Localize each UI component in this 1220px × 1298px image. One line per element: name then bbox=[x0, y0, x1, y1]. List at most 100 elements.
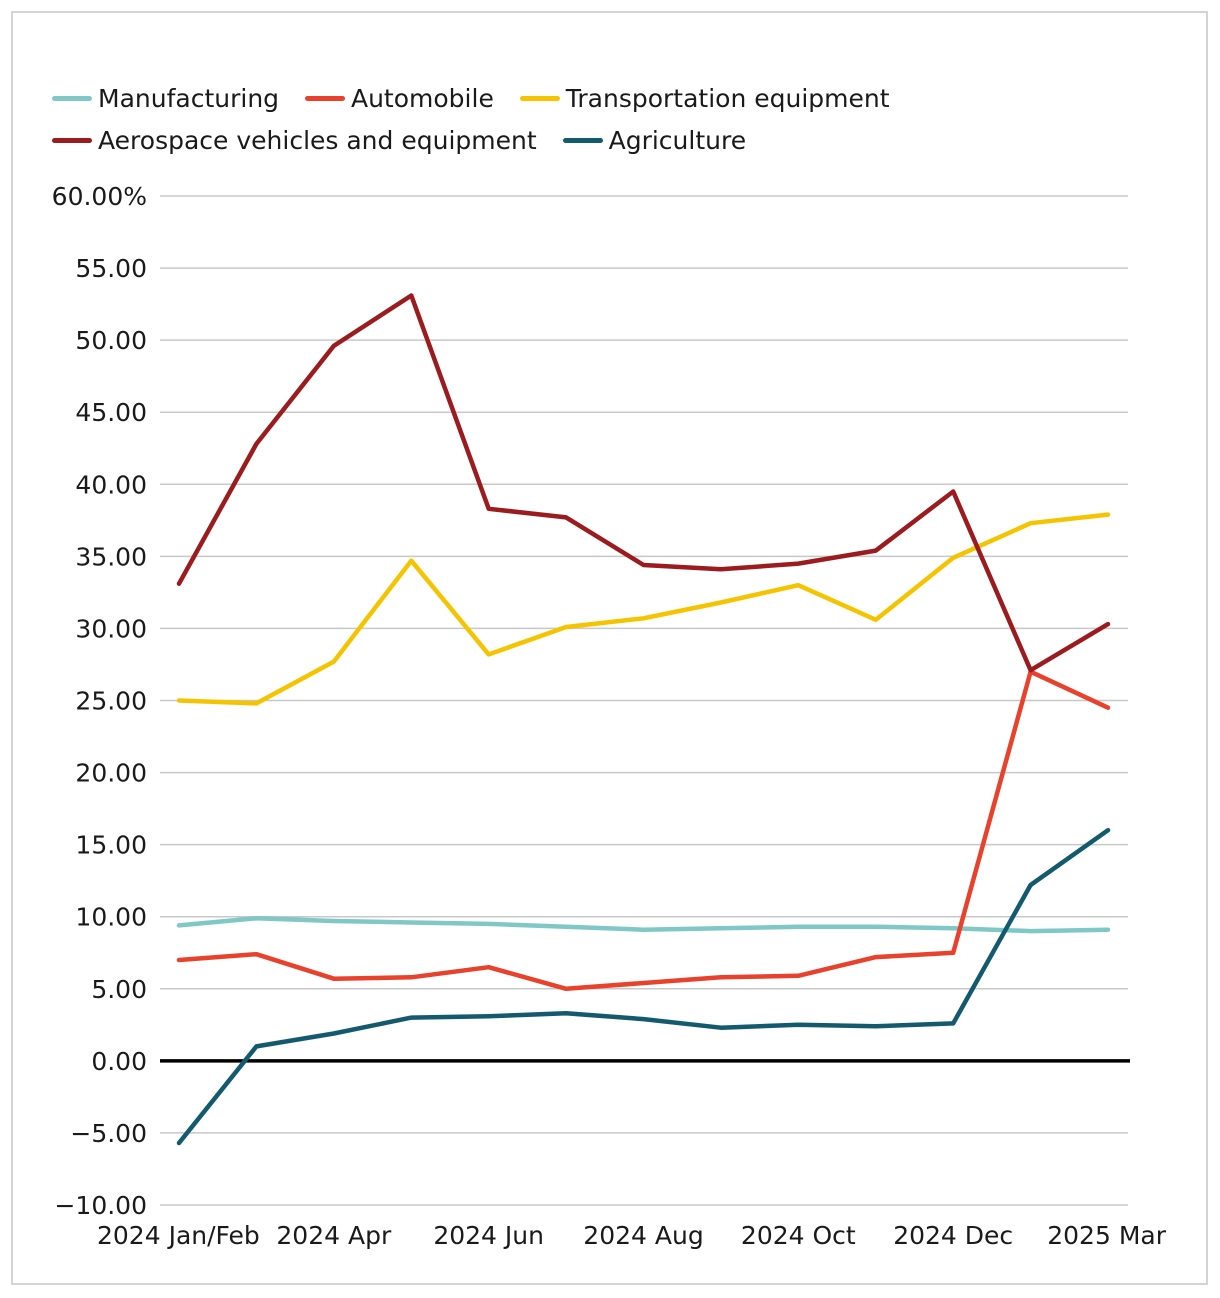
legend-swatch bbox=[304, 95, 345, 101]
data-point-agriculture bbox=[874, 1024, 878, 1028]
data-point-automobile bbox=[409, 975, 413, 979]
y-tick-label: 25.00 bbox=[75, 687, 147, 716]
data-point-aerospace-vehicles-and-equipment bbox=[409, 293, 413, 297]
data-point-agriculture bbox=[254, 1044, 258, 1048]
data-point-aerospace-vehicles-and-equipment bbox=[642, 563, 645, 567]
data-point-agriculture bbox=[1029, 883, 1033, 887]
data-point-automobile bbox=[719, 975, 723, 979]
legend-swatch bbox=[562, 137, 603, 143]
x-tick-label: 2024 Apr bbox=[276, 1221, 392, 1250]
data-point-agriculture bbox=[1106, 828, 1110, 832]
data-point-aerospace-vehicles-and-equipment bbox=[1029, 668, 1033, 672]
x-tick-label: 2024 Jun bbox=[433, 1221, 544, 1250]
y-tick-label: 30.00 bbox=[75, 614, 147, 643]
data-point-automobile bbox=[951, 951, 955, 955]
data-point-agriculture bbox=[332, 1031, 336, 1035]
data-point-manufacturing bbox=[332, 919, 336, 923]
data-point-aerospace-vehicles-and-equipment bbox=[487, 507, 491, 511]
data-point-transportation-equipment bbox=[409, 559, 413, 563]
y-tick-label: 20.00 bbox=[75, 759, 147, 788]
y-tick-label: 0.00 bbox=[91, 1047, 147, 1076]
data-point-automobile bbox=[796, 974, 800, 978]
data-point-automobile bbox=[1106, 706, 1110, 710]
data-point-agriculture bbox=[719, 1026, 723, 1030]
data-point-aerospace-vehicles-and-equipment bbox=[796, 562, 800, 566]
data-point-manufacturing bbox=[719, 926, 723, 930]
legend-swatch bbox=[519, 95, 560, 101]
data-point-aerospace-vehicles-and-equipment bbox=[177, 582, 181, 586]
data-point-agriculture bbox=[487, 1014, 491, 1018]
x-tick-label: 2024 Dec bbox=[893, 1221, 1013, 1250]
series-line-automobile bbox=[176, 669, 1111, 992]
legend-swatch bbox=[52, 137, 92, 143]
data-point-automobile bbox=[254, 952, 258, 956]
data-point-aerospace-vehicles-and-equipment bbox=[1106, 622, 1110, 626]
legend: Manufacturing Automobile Transportation … bbox=[52, 78, 1132, 162]
legend-label: Aerospace vehicles and equipment bbox=[98, 126, 537, 155]
chart-frame bbox=[11, 11, 1208, 1285]
legend-item: Aerospace vehicles and equipment bbox=[52, 120, 537, 162]
data-point-agriculture bbox=[564, 1011, 568, 1015]
data-point-manufacturing bbox=[254, 916, 258, 920]
y-tick-label: 55.00 bbox=[75, 254, 147, 283]
data-point-automobile bbox=[487, 965, 491, 969]
data-point-manufacturing bbox=[564, 925, 568, 929]
data-point-aerospace-vehicles-and-equipment bbox=[719, 567, 723, 571]
data-point-manufacturing bbox=[177, 923, 181, 927]
data-point-automobile bbox=[874, 955, 878, 959]
data-point-aerospace-vehicles-and-equipment bbox=[254, 442, 258, 446]
legend-swatch bbox=[52, 95, 92, 101]
data-point-agriculture bbox=[642, 1017, 645, 1021]
data-point-transportation-equipment bbox=[177, 699, 181, 702]
data-point-aerospace-vehicles-and-equipment bbox=[874, 549, 878, 553]
data-point-automobile bbox=[332, 977, 336, 981]
data-point-transportation-equipment bbox=[874, 618, 878, 622]
data-point-aerospace-vehicles-and-equipment bbox=[951, 489, 955, 493]
data-point-manufacturing bbox=[951, 926, 955, 930]
data-point-aerospace-vehicles-and-equipment bbox=[564, 515, 568, 519]
y-tick-label: 45.00 bbox=[75, 398, 147, 427]
legend-label: Manufacturing bbox=[98, 84, 280, 113]
legend-item: Automobile bbox=[304, 78, 494, 120]
data-point-transportation-equipment bbox=[796, 583, 800, 587]
data-point-manufacturing bbox=[409, 920, 413, 924]
y-tick-label: 40.00 bbox=[75, 470, 147, 499]
data-point-manufacturing bbox=[1029, 929, 1033, 933]
data-point-transportation-equipment bbox=[254, 701, 258, 705]
legend-item: Transportation equipment bbox=[519, 78, 890, 120]
y-tick-label: −5.00 bbox=[70, 1119, 147, 1148]
data-point-manufacturing bbox=[487, 922, 491, 926]
y-tick-label: 60.00% bbox=[52, 182, 147, 211]
y-tick-label: 15.00 bbox=[75, 831, 147, 860]
data-point-manufacturing bbox=[1106, 928, 1110, 932]
y-tick-label: −10.00 bbox=[54, 1191, 147, 1220]
legend-item: Manufacturing bbox=[52, 78, 279, 120]
y-tick-label: 10.00 bbox=[75, 903, 147, 932]
y-tick-label: 50.00 bbox=[75, 326, 147, 355]
data-point-transportation-equipment bbox=[564, 625, 568, 629]
x-tick-label: 2024 Jan/Feb bbox=[97, 1221, 260, 1250]
y-tick-label: 5.00 bbox=[91, 975, 147, 1004]
data-point-automobile bbox=[564, 987, 568, 991]
x-tick-label: 2025 Mar bbox=[1047, 1221, 1166, 1250]
legend-label: Automobile bbox=[350, 84, 494, 113]
data-point-agriculture bbox=[177, 1141, 181, 1145]
data-point-agriculture bbox=[409, 1016, 413, 1020]
data-point-manufacturing bbox=[796, 925, 800, 929]
data-point-automobile bbox=[177, 958, 181, 962]
data-point-agriculture bbox=[951, 1021, 955, 1025]
data-point-aerospace-vehicles-and-equipment bbox=[332, 344, 336, 348]
data-point-transportation-equipment bbox=[1029, 521, 1033, 525]
data-point-transportation-equipment bbox=[642, 616, 645, 620]
x-tick-label: 2024 Oct bbox=[741, 1221, 856, 1250]
legend-label: Transportation equipment bbox=[565, 84, 890, 113]
data-point-agriculture bbox=[796, 1023, 800, 1027]
series-line-transportation-equipment bbox=[176, 512, 1111, 706]
data-point-transportation-equipment bbox=[1106, 513, 1110, 517]
data-point-transportation-equipment bbox=[332, 660, 336, 664]
data-point-transportation-equipment bbox=[951, 556, 955, 560]
legend-item: Agriculture bbox=[562, 120, 746, 162]
data-point-automobile bbox=[642, 981, 645, 985]
x-tick-label: 2024 Aug bbox=[583, 1221, 703, 1250]
